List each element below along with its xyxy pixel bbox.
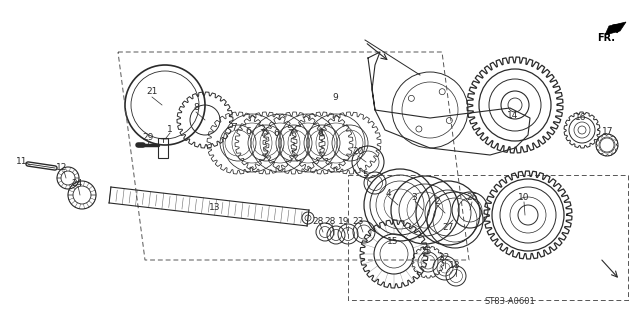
Text: 22: 22: [438, 253, 450, 262]
Text: 25: 25: [420, 247, 432, 257]
Text: 27: 27: [442, 223, 454, 233]
Text: 8: 8: [193, 103, 199, 113]
Text: 18: 18: [449, 261, 461, 270]
Polygon shape: [605, 22, 626, 35]
Text: 15: 15: [387, 237, 399, 246]
Text: 12: 12: [56, 164, 68, 172]
Text: 3: 3: [411, 194, 417, 203]
Text: 28: 28: [324, 218, 336, 227]
Text: 11: 11: [17, 157, 28, 166]
Text: ST83-A0601: ST83-A0601: [485, 298, 535, 307]
Text: 5: 5: [362, 171, 368, 180]
Text: 23: 23: [352, 218, 364, 227]
Text: 20: 20: [352, 148, 364, 156]
Text: 4: 4: [385, 188, 391, 197]
Text: 2: 2: [434, 197, 440, 206]
Text: 10: 10: [519, 194, 530, 203]
Text: 17: 17: [602, 127, 614, 137]
Text: 19: 19: [338, 218, 350, 227]
Text: 7: 7: [231, 124, 237, 132]
Text: 7: 7: [259, 129, 265, 138]
Text: 26: 26: [466, 194, 478, 203]
Text: 21: 21: [147, 87, 158, 97]
Text: 14: 14: [507, 110, 519, 119]
Text: FR.: FR.: [597, 33, 615, 43]
Text: 6: 6: [245, 127, 251, 137]
Text: 7: 7: [287, 129, 293, 138]
Text: 28: 28: [312, 218, 324, 227]
Text: 6: 6: [273, 129, 279, 138]
Text: 6: 6: [317, 129, 323, 138]
Text: 29: 29: [142, 133, 154, 142]
Text: 16: 16: [575, 114, 587, 123]
Text: 9: 9: [332, 93, 338, 102]
Text: 24: 24: [71, 179, 83, 188]
Text: 1: 1: [167, 125, 173, 134]
Text: 13: 13: [209, 204, 221, 212]
